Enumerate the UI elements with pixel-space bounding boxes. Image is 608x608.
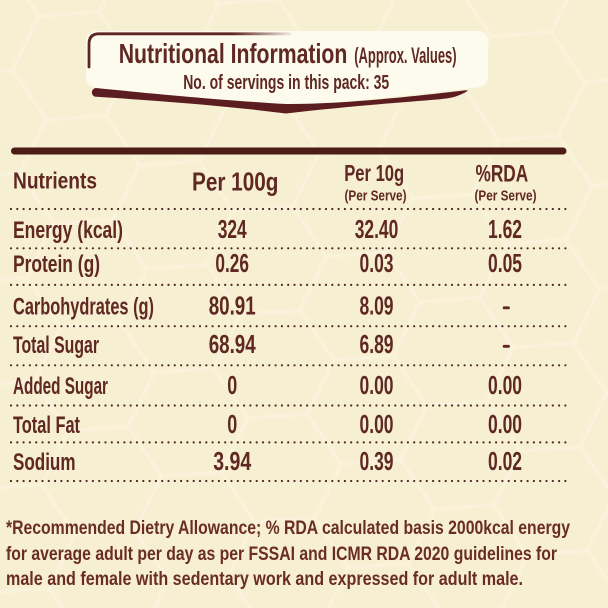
svg-text:Protein (g): Protein (g) [13, 251, 100, 278]
svg-text:Nutritional Information: Nutritional Information [119, 38, 348, 69]
svg-text:for average adult per day as p: for average adult per day as per FSSAI a… [6, 543, 557, 565]
svg-text:0.00: 0.00 [360, 409, 394, 439]
svg-text:*Recommended Dietry Allowance;: *Recommended Dietry Allowance; % RDA cal… [6, 517, 570, 539]
svg-text:male and female with sedentary: male and female with sedentary work and … [6, 568, 523, 590]
svg-text:324: 324 [218, 214, 247, 244]
svg-text:0.39: 0.39 [360, 446, 394, 476]
svg-text:0.02: 0.02 [488, 446, 522, 476]
svg-text:(Approx. Values): (Approx. Values) [354, 43, 456, 68]
svg-text:No. of servings in this pack:: No. of servings in this pack: 35 [183, 72, 389, 94]
svg-text:0.00: 0.00 [360, 370, 394, 400]
svg-text:Per 100g: Per 100g [192, 167, 278, 197]
svg-text:Nutrients: Nutrients [13, 167, 97, 193]
svg-text:68.94: 68.94 [209, 329, 256, 359]
svg-text:8.09: 8.09 [360, 290, 394, 320]
svg-text:Total Sugar: Total Sugar [13, 332, 99, 359]
svg-text:Added Sugar: Added Sugar [13, 373, 108, 400]
svg-text:Energy (kcal): Energy (kcal) [13, 217, 123, 244]
svg-text:Carbohydrates (g): Carbohydrates (g) [13, 293, 154, 320]
svg-text:(Per Serve): (Per Serve) [345, 188, 407, 205]
svg-text:6.89: 6.89 [360, 329, 394, 359]
svg-text:32.40: 32.40 [355, 214, 399, 244]
svg-text:3.94: 3.94 [213, 446, 251, 476]
svg-text:Per 10g: Per 10g [344, 160, 404, 186]
svg-text:80.91: 80.91 [209, 290, 256, 320]
svg-text:(Per Serve): (Per Serve) [475, 188, 537, 205]
svg-text:0.00: 0.00 [488, 370, 522, 400]
svg-text:%RDA: %RDA [476, 161, 529, 188]
svg-text:0.03: 0.03 [360, 248, 394, 278]
svg-text:Sodium: Sodium [13, 449, 76, 476]
svg-text:0: 0 [227, 409, 237, 439]
svg-text:0.00: 0.00 [488, 409, 522, 439]
svg-text:0.26: 0.26 [215, 248, 249, 278]
svg-text:Total Fat: Total Fat [13, 412, 80, 439]
svg-text:1.62: 1.62 [488, 214, 522, 244]
svg-text:0.05: 0.05 [488, 248, 522, 278]
svg-text:0: 0 [227, 370, 237, 400]
